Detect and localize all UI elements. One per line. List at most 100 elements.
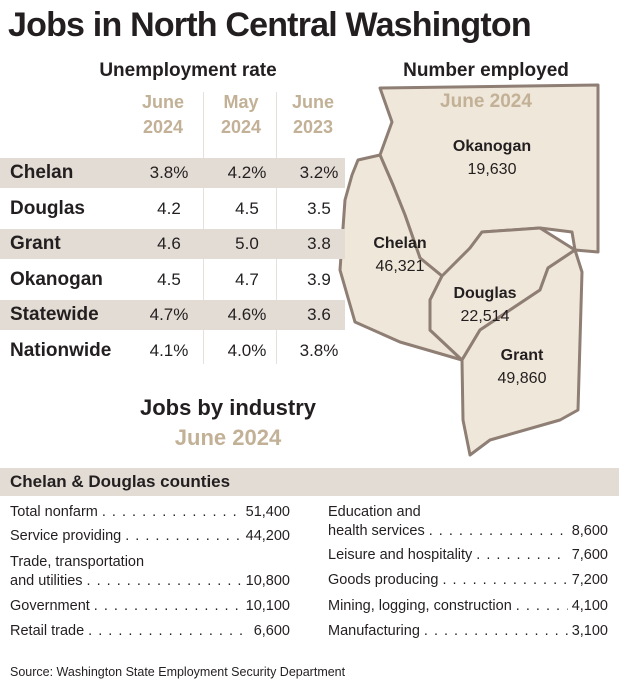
column-header: May [223, 92, 259, 112]
item-line: Education and [328, 503, 608, 522]
industry-subtitle: June 2024 [174, 425, 282, 450]
item-value: 44,200 [245, 528, 290, 544]
item-line: Goods producing 7,200 [328, 571, 608, 590]
rate-value: 4.7 [235, 270, 259, 289]
column-divider [203, 92, 204, 364]
item-line: Leisure and hospitality 7,600 [328, 546, 608, 565]
rate-value: 3.8% [149, 163, 189, 182]
item-line: Government 10,100 [10, 597, 290, 616]
rate-value: 4.5 [235, 199, 259, 218]
column-header: 2023 [292, 117, 334, 137]
rate-value: 4.5 [157, 270, 181, 289]
rate-value: 5.0 [235, 234, 259, 253]
item-label: Service providing [10, 528, 122, 544]
item-line: Retail trade 6,600 [10, 622, 290, 641]
county-value: 22,514 [461, 308, 510, 325]
column-header: June [141, 92, 185, 112]
industry-item: Goods producing 7,200 [328, 571, 608, 590]
county-value: 19,630 [468, 161, 517, 178]
rate-value: 3.9 [307, 270, 331, 289]
item-line: Service providing 44,200 [10, 527, 290, 546]
item-label: Mining, logging, construction [328, 598, 512, 614]
item-label: health services [328, 523, 425, 539]
table-row: Grant 4.6 5.0 3.8 [0, 229, 345, 259]
industry-item: Leisure and hospitality 7,600 [328, 546, 608, 565]
table-row: Chelan 3.8% 4.2% 3.2% [0, 158, 345, 188]
item-label: Trade, transportation [10, 554, 145, 570]
source: Source: Washington State Employment Secu… [10, 665, 346, 679]
item-line: and utilities 10,800 [10, 572, 290, 591]
industry-item: Manufacturing 3,100 [328, 622, 608, 641]
industry-item: Mining, logging, construction 4,100 [328, 597, 608, 616]
industry-header-bar: Chelan & Douglas counties [0, 468, 619, 496]
rate-value: 3.8 [307, 234, 331, 253]
item-line: Total nonfarm 51,400 [10, 503, 290, 522]
column-header: 2024 [142, 117, 184, 137]
leader [442, 571, 567, 590]
item-line: Trade, transportation [10, 553, 290, 572]
row-label: Nationwide [10, 340, 112, 361]
county-value: 49,860 [498, 370, 547, 387]
item-label: Goods producing [328, 572, 439, 588]
rate-value: 4.7% [149, 305, 189, 324]
industry-item: Government 10,100 [10, 597, 290, 616]
rate-value: 3.6 [307, 305, 331, 324]
industry-item: Service providing 44,200 [10, 527, 290, 546]
county-name: Chelan [373, 235, 426, 252]
industry-title: Jobs by industry [139, 395, 317, 420]
leader [102, 503, 242, 522]
county-value: 46,321 [376, 258, 425, 275]
leader [125, 527, 241, 546]
rate-value: 4.2 [157, 199, 181, 218]
row-label: Okanogan [10, 269, 103, 290]
rate-value: 3.5 [307, 199, 331, 218]
leader [88, 622, 250, 641]
industry-item: Trade, transportation and utilities 10,800 [10, 553, 290, 591]
county-name: Grant [501, 347, 544, 364]
table-row: Nationwide 4.1% 4.0% 3.8% [0, 336, 345, 366]
row-label: Grant [10, 233, 61, 254]
item-line: Manufacturing 3,100 [328, 622, 608, 641]
item-label: Leisure and hospitality [328, 547, 473, 563]
leader [429, 522, 568, 541]
title: Jobs in North Central Washington [8, 6, 532, 44]
item-label: and utilities [10, 573, 83, 589]
item-label: Retail trade [10, 623, 85, 639]
column-divider [276, 92, 277, 364]
leader [424, 622, 568, 641]
item-value: 7,600 [571, 547, 608, 563]
grant-shape [460, 248, 584, 457]
leader [476, 546, 567, 565]
item-value: 6,600 [253, 623, 290, 639]
table-row: Statewide 4.7% 4.6% 3.6 [0, 300, 345, 330]
item-value: 10,800 [245, 573, 290, 589]
item-line: health services 8,600 [328, 522, 608, 541]
rate-value: 4.1% [149, 341, 189, 360]
row-label: Statewide [10, 304, 99, 325]
industry-header: Chelan & Douglas counties [10, 472, 231, 491]
industry-item: Retail trade 6,600 [10, 622, 290, 641]
item-value: 4,100 [571, 598, 608, 614]
item-value: 51,400 [245, 504, 290, 520]
industry-item: Total nonfarm 51,400 [10, 503, 290, 522]
leader [516, 597, 568, 616]
rate-value: 4.6 [157, 234, 181, 253]
column-header: 2024 [220, 117, 262, 137]
leader [94, 597, 242, 616]
county-name: Okanogan [453, 138, 531, 155]
rate-value: 4.0% [227, 341, 267, 360]
county-name: Douglas [453, 285, 516, 302]
table-row: Okanogan 4.5 4.7 3.9 [0, 265, 345, 295]
item-value: 10,100 [245, 598, 290, 614]
item-label: Manufacturing [328, 623, 420, 639]
rate-value: 4.6% [227, 305, 267, 324]
table-title: Unemployment rate [99, 60, 277, 81]
table-row: Douglas 4.2 4.5 3.5 [0, 194, 345, 224]
item-label: Total nonfarm [10, 504, 98, 520]
column-header: June [291, 92, 335, 112]
rate-value: 4.2% [227, 163, 267, 182]
map: Number employed June 2024 Okanogan 19,630 Ch… [338, 60, 600, 457]
item-value: 3,100 [571, 623, 608, 639]
